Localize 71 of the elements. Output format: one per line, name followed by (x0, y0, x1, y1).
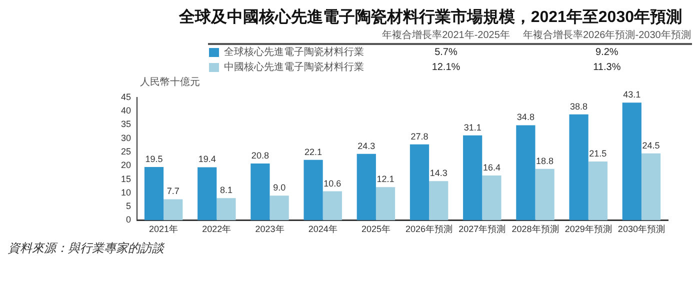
bar (516, 125, 536, 220)
x-tick-label: 2024年 (308, 224, 338, 234)
bar (429, 181, 448, 220)
x-tick-label: 2023年 (255, 224, 284, 234)
text: 11.3% (592, 61, 622, 75)
bar (588, 162, 608, 220)
data-label: 10.6 (324, 178, 342, 188)
bar (463, 135, 482, 220)
y-tick-label: 10 (120, 187, 132, 198)
x-tick-label: 2021年 (149, 224, 178, 234)
data-label: 8.1 (220, 185, 232, 196)
data-label: 38.8 (570, 101, 588, 112)
x-tick-label: 2029年預測 (564, 224, 612, 234)
bar (641, 153, 661, 220)
text: 年複合增長率2026年預測-2030年預測 (522, 28, 692, 43)
text: 年複合增長率2021年-2025年 (381, 28, 511, 43)
data-label: 34.8 (516, 112, 534, 122)
data-label: 24.5 (642, 140, 660, 150)
y-tick-label: 5 (126, 201, 132, 212)
legend-label: 中國核心先進電子陶瓷材料行業 (223, 60, 365, 75)
bar (144, 166, 164, 220)
x-tick-label: 2025年 (361, 224, 390, 234)
x-tick-label: 2028年預測 (512, 224, 559, 234)
legend-label: 全球核心先進電子陶瓷材料行業 (223, 46, 365, 60)
data-label: 19.4 (198, 154, 216, 164)
data-label: 24.3 (358, 140, 376, 151)
y-tick-label: 35 (120, 119, 132, 130)
data-label: 14.3 (430, 168, 448, 178)
data-label: 27.8 (410, 131, 428, 142)
bar (376, 187, 396, 220)
bar (216, 198, 236, 220)
y-tick-label: 30 (120, 132, 132, 143)
bar (569, 114, 588, 220)
data-label: 19.5 (145, 154, 163, 164)
x-tick-label: 2026年預測 (406, 224, 453, 234)
text: 9.2% (594, 46, 620, 60)
bar (482, 175, 502, 220)
x-tick-label: 2027年預測 (458, 224, 506, 234)
data-label: 22.1 (304, 146, 322, 157)
text: 12.1% (430, 61, 462, 75)
x-tick-label: 2030年預測 (618, 224, 665, 234)
bar (304, 160, 323, 220)
x-tick-label: 2022年 (202, 224, 232, 234)
data-label: 21.5 (589, 148, 607, 159)
text: 5.7% (434, 46, 458, 60)
bar (322, 191, 342, 220)
bar (198, 167, 217, 220)
bar (250, 163, 270, 220)
bar (270, 196, 289, 220)
source-note: 資料來源：與行業專家的訪談 (8, 241, 166, 256)
y-tick-label: 15 (120, 174, 132, 184)
bar (164, 199, 183, 220)
data-label: 43.1 (623, 90, 641, 100)
bar (410, 144, 430, 220)
y-tick-label: 0 (126, 214, 132, 225)
y-tick-label: 25 (120, 146, 132, 156)
bar (535, 168, 554, 220)
data-label: 9.0 (273, 182, 286, 193)
bar (356, 154, 376, 220)
chart-title: 全球及中國核心先進電子陶瓷材料行業市場規模，2021年至2030年預測 (178, 8, 683, 28)
y-axis-title: 人民幣十億元 (140, 77, 201, 89)
y-tick-label: 20 (120, 160, 132, 170)
data-label: 18.8 (536, 156, 554, 166)
data-label: 20.8 (251, 150, 269, 160)
data-label: 16.4 (482, 162, 500, 172)
data-label: 31.1 (464, 122, 482, 132)
y-tick-label: 45 (120, 92, 132, 102)
data-label: 12.1 (376, 174, 394, 184)
data-label: 7.7 (166, 186, 180, 196)
bar (622, 102, 642, 220)
y-tick-label: 40 (120, 106, 132, 116)
